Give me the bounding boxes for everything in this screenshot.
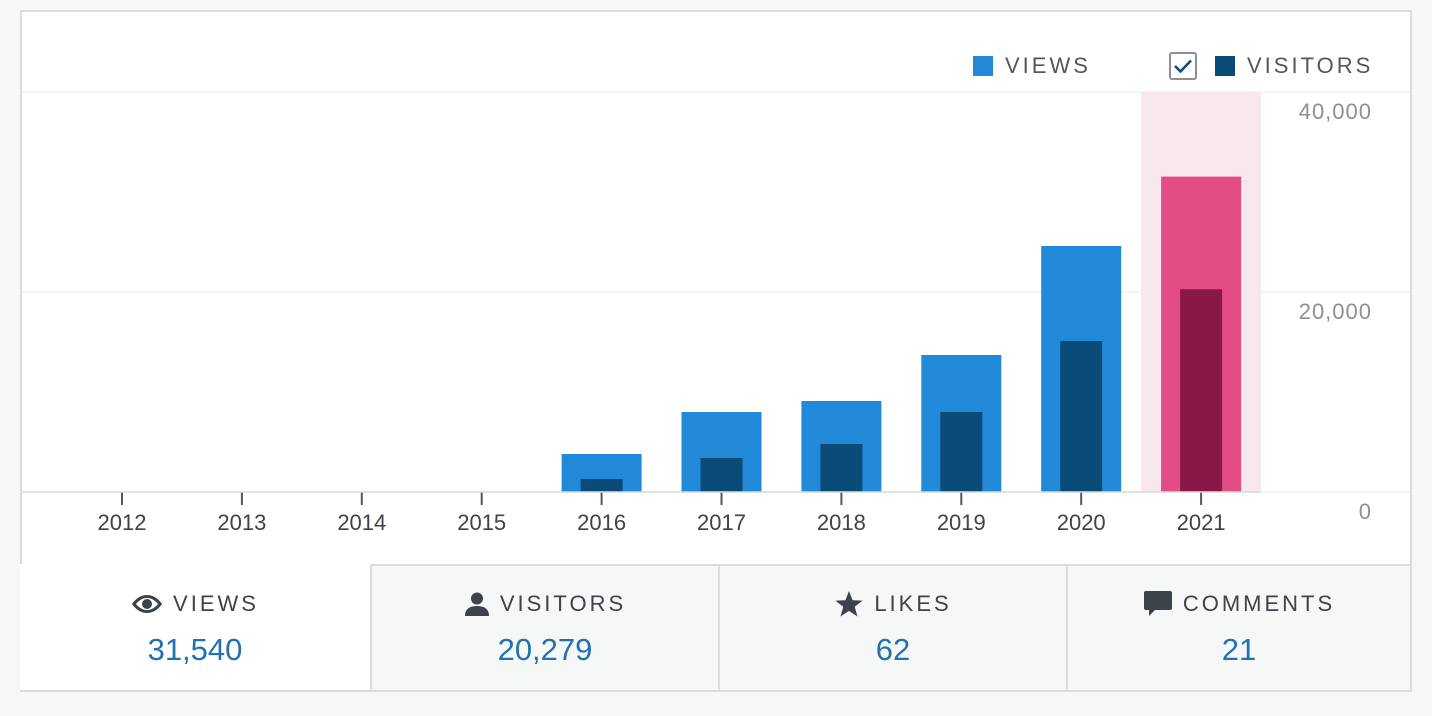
- stat-label: VISITORS: [499, 591, 627, 616]
- star-icon: [835, 591, 863, 617]
- x-tick-label: 2021: [1177, 510, 1226, 535]
- y-tick-label: 40,000: [1299, 99, 1372, 124]
- x-tick-label: 2019: [937, 510, 986, 535]
- stat-tab-likes[interactable]: LIKES 62: [718, 564, 1066, 692]
- visitors-bar: [1060, 341, 1103, 492]
- stats-tabs: VIEWS 31,540 VISITORS 20,279 LIKES 62 CO…: [20, 564, 1412, 692]
- visitors-bar: [820, 444, 863, 492]
- visitors-swatch: [1215, 56, 1235, 76]
- stat-value: 21: [1221, 632, 1257, 667]
- x-tick-label: 2016: [577, 510, 626, 535]
- legend-views: VIEWS: [973, 46, 1091, 86]
- legend-views-label: VIEWS: [1005, 53, 1091, 78]
- legend-visitors[interactable]: VISITORS: [1169, 46, 1373, 86]
- bar-chart: 2012 2013 2014 2015 2016 2017 2018 2019 2020 2021…: [22, 91, 1410, 535]
- x-tick-label: 2020: [1057, 510, 1106, 535]
- y-tick-label: 0: [1359, 499, 1372, 524]
- stat-value: 62: [875, 632, 911, 667]
- stat-label: COMMENTS: [1182, 591, 1336, 616]
- chart-legend: VIEWS VISITORS: [22, 46, 1410, 86]
- visitors-bar: [580, 479, 623, 492]
- y-tick-label: 20,000: [1299, 299, 1372, 324]
- x-tick-label: 2015: [457, 510, 506, 535]
- visitors-bar: [940, 412, 983, 492]
- stat-value: 20,279: [497, 632, 593, 667]
- x-tick-label: 2017: [697, 510, 746, 535]
- x-tick-label: 2018: [817, 510, 866, 535]
- x-tick-label: 2013: [217, 510, 266, 535]
- stat-tab-views[interactable]: VIEWS 31,540: [20, 564, 370, 692]
- checkmark-icon: [1174, 59, 1192, 74]
- legend-visitors-label: VISITORS: [1247, 53, 1374, 78]
- stat-value: 31,540: [147, 632, 243, 667]
- person-icon: [464, 592, 489, 616]
- eye-icon: [132, 595, 163, 613]
- stat-tab-visitors[interactable]: VISITORS 20,279: [370, 564, 718, 692]
- views-swatch: [973, 56, 993, 76]
- x-tick-label: 2012: [98, 510, 147, 535]
- visitors-bar: [1180, 289, 1223, 492]
- stat-label: LIKES: [874, 591, 952, 616]
- stat-tab-comments[interactable]: COMMENTS 21: [1066, 564, 1412, 692]
- visitors-bar: [700, 458, 743, 492]
- visitors-checkbox[interactable]: [1169, 52, 1197, 80]
- comment-icon: [1143, 591, 1172, 616]
- stat-label: VIEWS: [173, 591, 259, 616]
- x-tick-label: 2014: [337, 510, 386, 535]
